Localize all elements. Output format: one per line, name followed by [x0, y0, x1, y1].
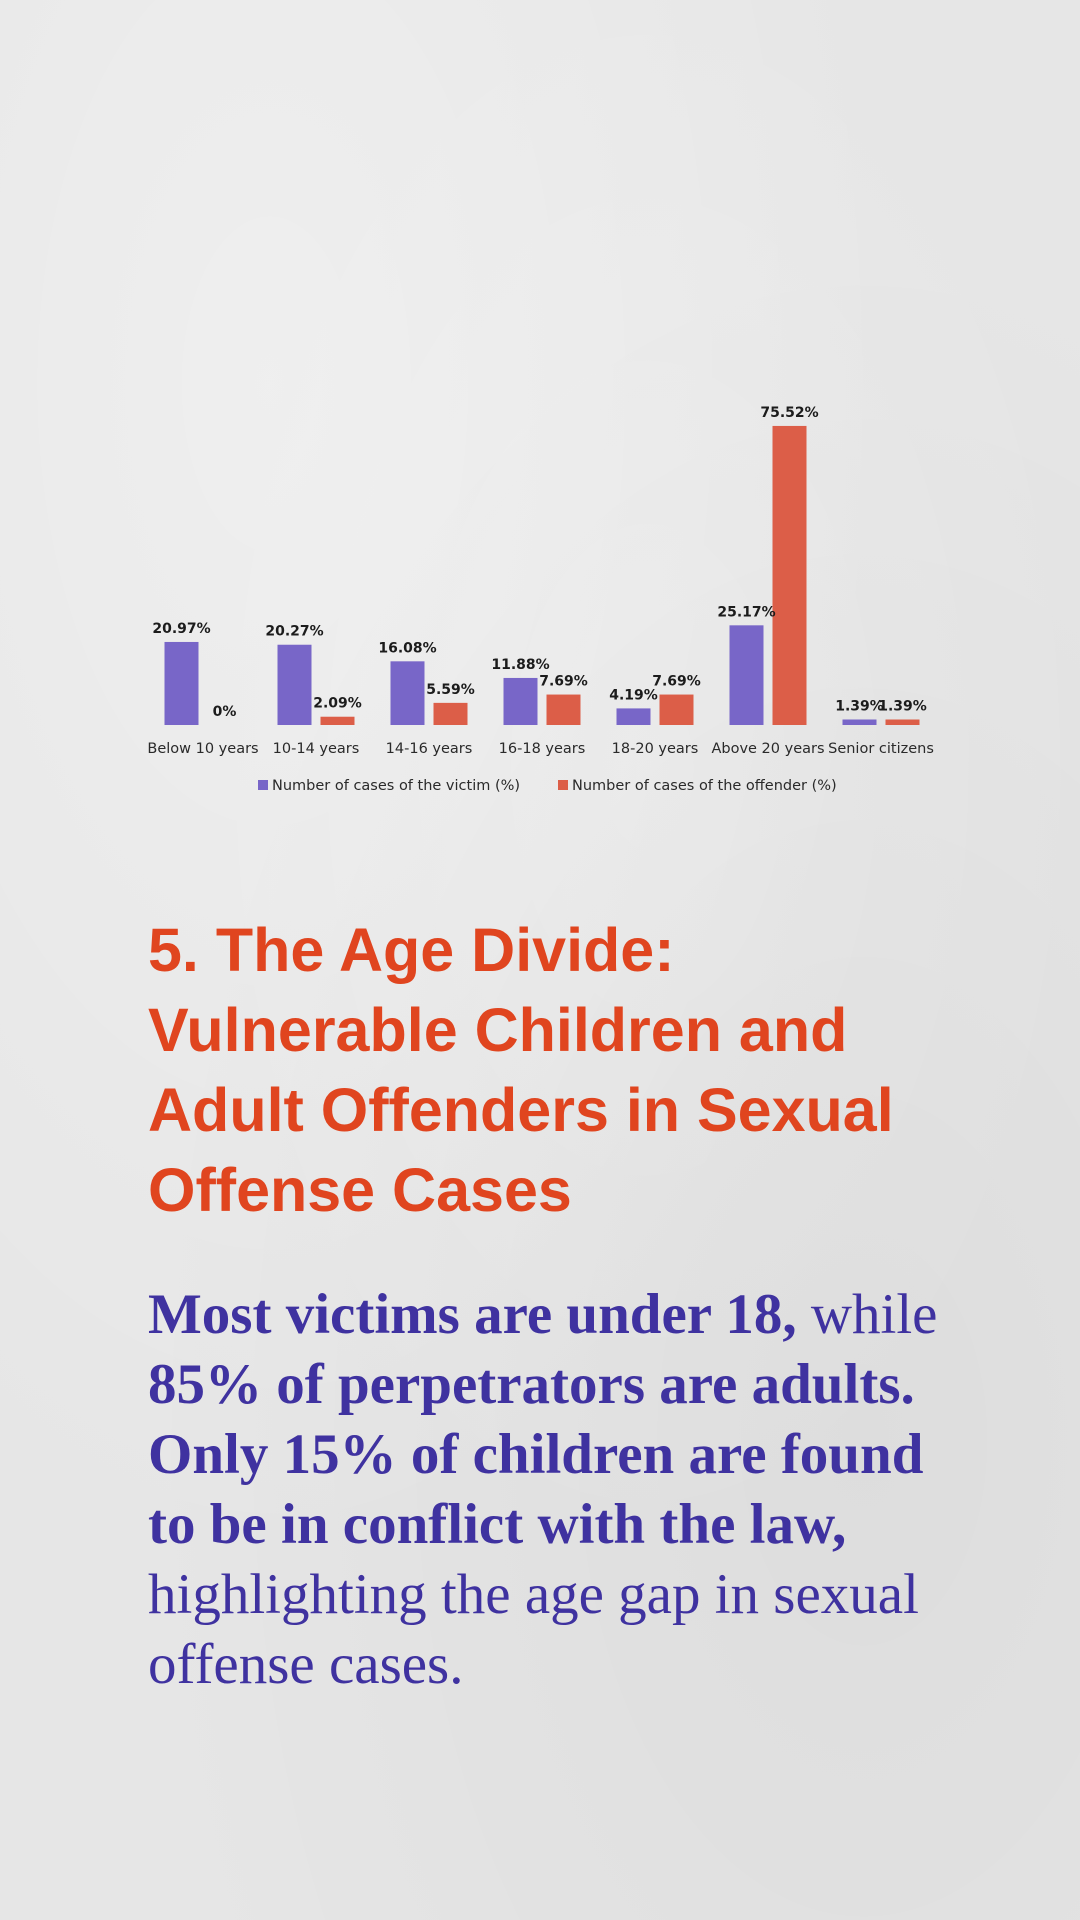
bar-chart: 20.97%0%20.27%2.09%16.08%5.59%11.88%7.69… — [147, 405, 933, 794]
victim-bar-senior-citizens — [842, 719, 877, 725]
victim-value-label-14-16-years: 16.08% — [378, 640, 436, 656]
category-tick-above-20-years: Above 20 years — [711, 741, 824, 757]
legend: Number of cases of the victim (%) Number … — [258, 778, 837, 794]
offender-legend-swatch — [558, 780, 568, 790]
victim-value-label-10-14-years: 20.27% — [265, 624, 323, 640]
offender-value-label-below-10-years: 0% — [213, 704, 237, 720]
body-text-emphasis: Most victims are under 18, — [148, 1283, 797, 1346]
offender-bar-above-20-years — [772, 425, 807, 725]
value-labels-layer: 20.97%0%20.27%2.09%16.08%5.59%11.88%7.69… — [152, 405, 926, 720]
victim-bar-above-20-years — [729, 625, 764, 725]
offender-value-label-above-20-years: 75.52% — [760, 405, 818, 421]
bars-layer — [164, 425, 920, 725]
victim-value-label-16-18-years: 11.88% — [491, 657, 549, 673]
offender-value-label-18-20-years: 7.69% — [652, 674, 701, 690]
offender-value-label-10-14-years: 2.09% — [313, 696, 362, 712]
victim-value-label-18-20-years: 4.19% — [609, 687, 658, 703]
category-tick-16-18-years: 16-18 years — [499, 741, 586, 757]
offender-value-label-16-18-years: 7.69% — [539, 674, 588, 690]
body-text-emphasis: 85% of perpetrators are adults. Only 15%… — [148, 1353, 924, 1556]
headline: 5. The Age Divide: Vulnerable Children a… — [148, 916, 894, 1224]
category-tick-18-20-years: 18-20 years — [612, 741, 699, 757]
body-text-run: while — [796, 1283, 938, 1346]
victim-value-label-senior-citizens: 1.39% — [835, 698, 884, 714]
body-text: Most victims are under 18, while 85% of … — [148, 1280, 948, 1700]
victim-legend-swatch — [258, 780, 268, 790]
category-tick-10-14-years: 10-14 years — [273, 741, 360, 757]
category-tick-senior-citizens: Senior citizens — [828, 741, 934, 757]
offender-value-label-14-16-years: 5.59% — [426, 682, 475, 698]
victim-legend-label: Number of cases of the victim (%) — [272, 778, 520, 794]
offender-legend-label: Number of cases of the offender (%) — [572, 778, 837, 794]
victim-bar-below-10-years — [164, 641, 199, 725]
offender-value-label-senior-citizens: 1.39% — [878, 698, 927, 714]
category-tick-below-10-years: Below 10 years — [147, 741, 258, 757]
offender-bar-senior-citizens — [885, 719, 920, 725]
offender-bar-16-18-years — [546, 694, 581, 725]
victim-value-label-above-20-years: 25.17% — [717, 604, 775, 620]
category-ticks-layer: Below 10 years 10-14 years 14-16 years 16-1… — [147, 741, 933, 757]
victim-bar-16-18-years — [503, 677, 538, 725]
category-tick-14-16-years: 14-16 years — [386, 741, 473, 757]
offender-bar-10-14-years — [320, 716, 355, 725]
body-text-run: highlighting the age gap in sexual offen… — [148, 1563, 919, 1696]
victim-value-label-below-10-years: 20.97% — [152, 621, 210, 637]
bar-chart-container: 20.97% 0% 20.27% 2.09% 16.08% 5.59% 11.88% 7.69… — [0, 380, 1080, 810]
victim-bar-10-14-years — [277, 644, 312, 725]
victim-bar-18-20-years — [616, 708, 651, 725]
victim-bar-14-16-years — [390, 661, 425, 725]
offender-bar-18-20-years — [659, 694, 694, 725]
offender-bar-14-16-years — [433, 702, 468, 725]
